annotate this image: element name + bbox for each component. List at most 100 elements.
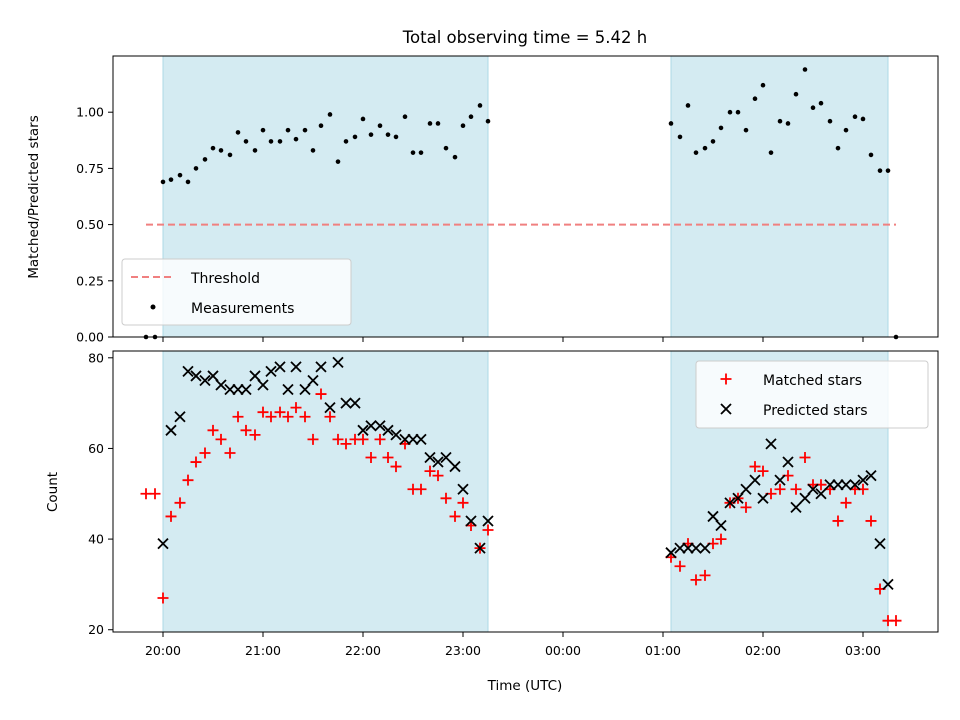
matched-point-58 [799, 452, 811, 464]
matched-point-16 [274, 406, 286, 418]
matched-point-37 [449, 510, 461, 522]
predicted-point-46 [715, 519, 727, 532]
predicted-point-54 [782, 456, 794, 468]
matched-point-55 [774, 483, 786, 495]
predicted-point-27 [382, 424, 394, 436]
predicted-point-57 [807, 483, 819, 495]
measurement-point-5 [185, 179, 191, 185]
legend-measurements-swatch [150, 304, 156, 310]
legend-predicted-marker [720, 403, 732, 415]
measurement-point-47 [710, 139, 716, 144]
matched-point-29 [382, 452, 394, 464]
measurement-point-43 [677, 134, 683, 140]
predicted-point-41 [674, 542, 686, 554]
predicted-point-42 [682, 542, 694, 554]
matched-point-15 [265, 411, 277, 423]
measurement-point-32 [410, 150, 416, 155]
matched-point-24 [340, 438, 352, 450]
bottom-xtick-label-0: 20:00 [145, 643, 181, 658]
matched-point-34 [424, 465, 436, 477]
measurement-point-33 [418, 150, 424, 155]
bottom-xtick-label-6: 02:00 [745, 643, 781, 658]
matched-point-26 [357, 433, 369, 445]
predicted-point-39 [482, 515, 494, 527]
matched-point-62 [832, 515, 844, 527]
measurement-point-53 [760, 82, 766, 88]
predicted-point-47 [724, 497, 736, 509]
matched-point-20 [307, 433, 319, 445]
matched-point-30 [390, 461, 402, 473]
measurement-point-39 [468, 114, 474, 119]
predicted-point-13 [265, 365, 277, 378]
measurement-point-20 [310, 148, 316, 153]
matched-point-9 [215, 433, 227, 445]
bottom-xtick-label-5: 01:00 [645, 643, 681, 658]
measurement-point-49 [727, 109, 733, 115]
measurement-point-16 [277, 139, 283, 144]
predicted-point-60 [832, 479, 844, 491]
measurement-point-67 [877, 168, 883, 173]
bottom-ylabel: Count [45, 472, 61, 512]
predicted-point-35 [449, 460, 461, 473]
shaded-span-0 [162, 350, 489, 633]
top-ytick-label-2: 0.50 [76, 217, 104, 232]
predicted-point-10 [240, 383, 252, 396]
matched-point-52 [749, 461, 761, 473]
predicted-point-5 [199, 374, 211, 387]
predicted-point-17 [299, 383, 311, 396]
top-ytick-label-0: 0.00 [76, 330, 104, 345]
predicted-point-32 [424, 451, 436, 464]
bottom-xtick-label-4: 00:00 [545, 643, 581, 658]
matched-point-12 [240, 424, 252, 436]
predicted-point-20 [324, 402, 336, 414]
matched-point-28 [374, 433, 386, 445]
predicted-point-15 [282, 383, 294, 396]
measurement-point-44 [685, 103, 691, 108]
predicted-point-45 [707, 510, 719, 523]
predicted-point-24 [357, 424, 369, 436]
measurement-point-13 [252, 148, 258, 153]
bottom-xtick-label-3: 23:00 [445, 643, 481, 658]
predicted-point-43 [690, 542, 702, 554]
legend-matched-swatch [720, 373, 732, 385]
predicted-point-30 [407, 433, 419, 446]
predicted-point-63 [857, 474, 869, 486]
matched-point-10 [224, 447, 236, 459]
predicted-point-61 [840, 479, 852, 491]
predicted-point-34 [440, 451, 452, 464]
measurement-point-28 [377, 123, 383, 128]
predicted-point-0 [157, 537, 169, 550]
predicted-point-51 [757, 492, 769, 504]
top-ytick-label-1: 0.25 [76, 273, 104, 288]
measurement-point-57 [793, 91, 799, 97]
measurement-point-17 [285, 127, 291, 133]
bottom-xtick-label-2: 22:00 [345, 643, 381, 658]
predicted-point-37 [465, 515, 477, 527]
measurement-point-35 [435, 121, 441, 126]
matched-point-3 [165, 510, 177, 522]
measurement-point-7 [202, 157, 208, 162]
bottom-ytick-label-2: 60 [88, 441, 104, 456]
matched-point-7 [199, 447, 211, 459]
shaded-span-1 [670, 55, 889, 338]
measurement-point-51 [743, 127, 749, 133]
predicted-point-7 [215, 379, 227, 391]
predicted-point-58 [815, 488, 827, 500]
predicted-point-36 [457, 483, 469, 495]
matched-point-38 [457, 497, 469, 509]
measurement-point-63 [843, 127, 849, 133]
bottom-xtick-label-1: 21:00 [245, 643, 281, 658]
measurement-point-55 [777, 118, 783, 124]
bottom-xlabel: Time (UTC) [487, 678, 563, 694]
predicted-point-3 [182, 365, 194, 378]
bottom-ytick-label-1: 40 [88, 532, 104, 547]
matched-point-35 [432, 470, 444, 482]
predicted-point-16 [290, 361, 302, 373]
predicted-point-64 [865, 470, 877, 482]
matched-point-23 [332, 433, 344, 445]
top-axes-frame [112, 55, 939, 338]
matched-point-33 [415, 483, 427, 495]
measurement-point-23 [335, 159, 341, 164]
measurement-point-14 [260, 127, 266, 133]
